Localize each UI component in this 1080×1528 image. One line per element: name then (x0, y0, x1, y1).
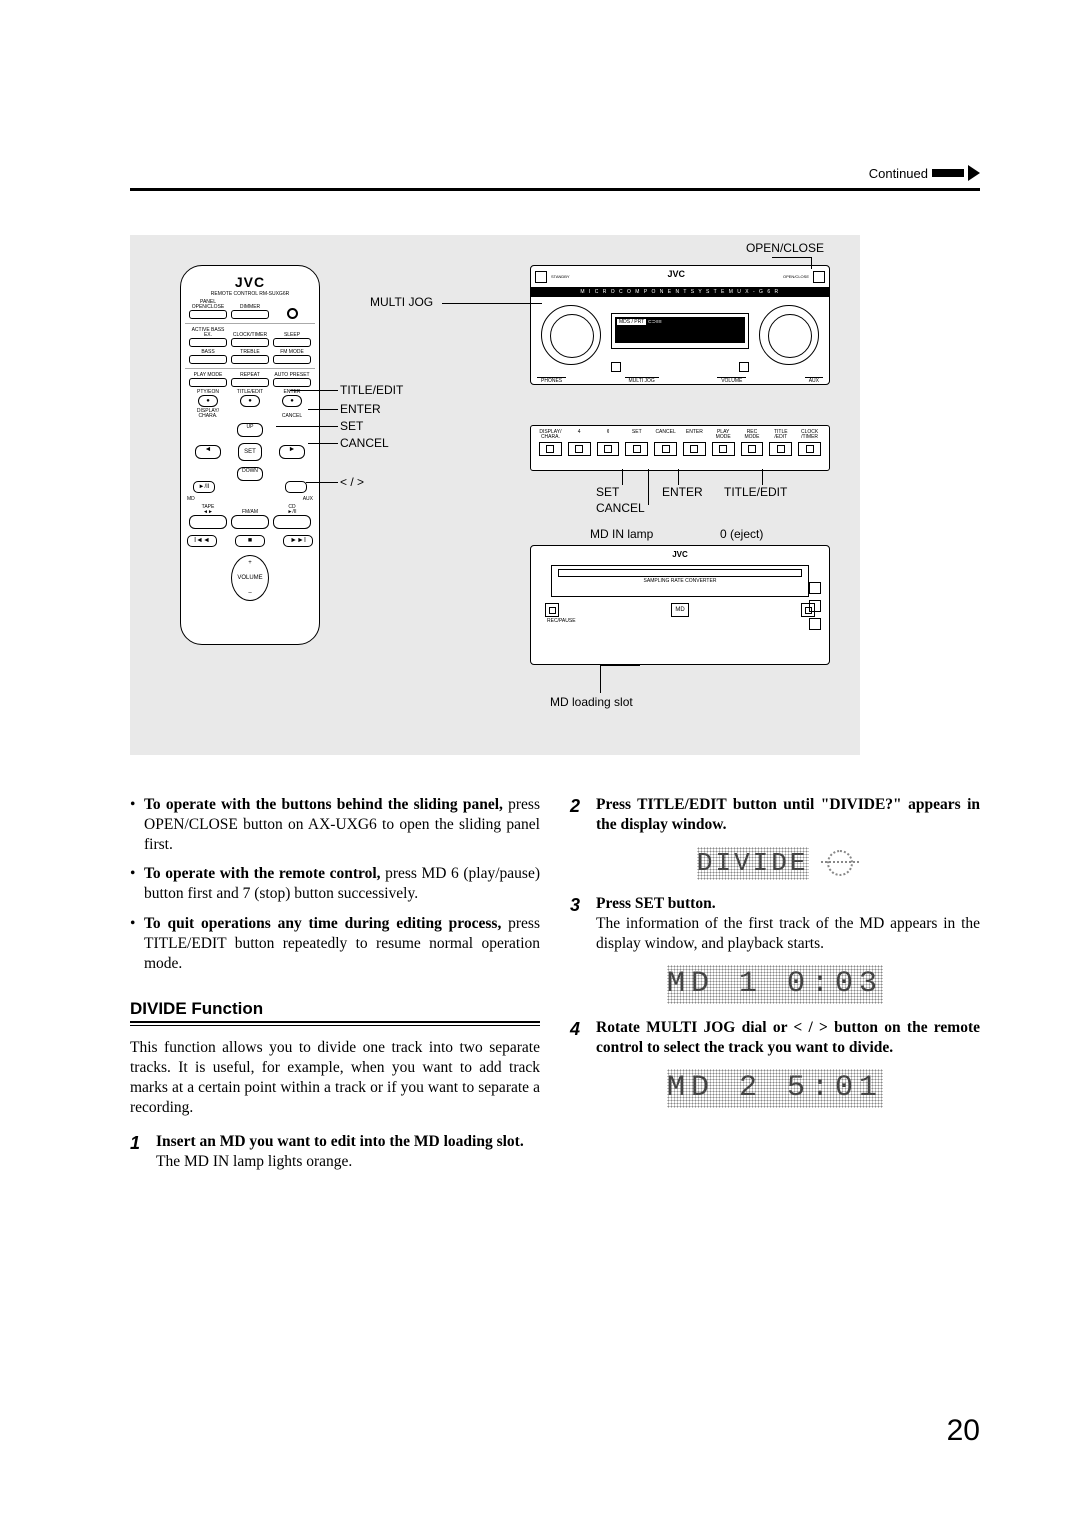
md-logo: MD (671, 603, 689, 617)
callout-deck-enter: ENTER (662, 485, 703, 499)
callout-set: SET (340, 419, 363, 433)
callout-enter: ENTER (340, 402, 381, 416)
callout-md-in-lamp: MD IN lamp (590, 527, 653, 541)
callout-deck-title-edit: TITLE/EDIT (724, 485, 787, 499)
display-window: MDS / PRT ⊂⊃≡≡ (611, 313, 749, 349)
multi-jog-dial (541, 305, 601, 365)
right-column: 2 Press TITLE/EDIT button until "DIVIDE?… (570, 795, 980, 1183)
volume-dial (759, 305, 819, 365)
md-loading-slot: SAMPLING RATE CONVERTER (551, 565, 809, 597)
disc-icon (827, 850, 853, 876)
remote-brand: JVC (187, 274, 313, 290)
remote-volume: + VOLUME – (231, 555, 269, 601)
continued-bar (932, 169, 964, 177)
continued-indicator: Continued (869, 165, 980, 181)
continued-arrow-icon (968, 165, 980, 181)
section-heading: DIVIDE Function (130, 998, 540, 1020)
section-rule (130, 1021, 540, 1026)
remote-navpad: UP ◄ SET ► DOWN ►/II (187, 423, 313, 493)
button-strip: DISPLAY/ CHARA. 4 ¢ SET CANCEL ENTER PLA… (530, 425, 830, 471)
step-number: 3 (570, 894, 586, 953)
lcd-divide: DIVIDE (570, 847, 980, 880)
main-unit-top: STANDBY JVC OPEN/CLOSE M I C R O C O M P… (530, 265, 830, 385)
remote-control: JVC REMOTE CONTROL RM-SUXG6R PANEL OPEN/… (180, 265, 320, 645)
step-number: 1 (130, 1132, 146, 1172)
product-diagram: JVC REMOTE CONTROL RM-SUXG6R PANEL OPEN/… (130, 235, 860, 755)
bullet-3: To quit operations any time during editi… (144, 914, 540, 973)
step-number: 4 (570, 1018, 586, 1058)
bullet-1: To operate with the buttons behind the s… (144, 795, 540, 854)
bullet-2: To operate with the remote control, pres… (144, 864, 540, 904)
callout-md-slot: MD loading slot (550, 695, 633, 709)
eject-button (809, 582, 821, 594)
section-description: This function allows you to divide one t… (130, 1038, 540, 1117)
md-deck: JVC SAMPLING RATE CONVERTER REC/PAUSE MD (530, 545, 830, 665)
remote-model: REMOTE CONTROL RM-SUXG6R (187, 291, 313, 297)
callout-eject: 0 (eject) (720, 527, 763, 541)
callout-deck-cancel: CANCEL (596, 501, 645, 515)
callout-open-close: OPEN/CLOSE (746, 241, 824, 255)
lcd-md2: MD 2 5:01 (570, 1069, 980, 1107)
callout-deck-set: SET (596, 485, 619, 499)
callout-nav: < / > (340, 475, 364, 489)
callout-title-edit: TITLE/EDIT (340, 383, 403, 397)
page-number: 20 (947, 1414, 980, 1448)
lcd-md1: MD 1 0:03 (570, 965, 980, 1003)
rec-pause-button (545, 603, 559, 617)
callout-cancel: CANCEL (340, 436, 389, 450)
header-rule (130, 188, 980, 191)
callout-multi-jog: MULTI JOG (370, 295, 433, 309)
continued-label: Continued (869, 166, 928, 181)
step-number: 2 (570, 795, 586, 835)
left-column: To operate with the buttons behind the s… (130, 795, 540, 1183)
body-columns: To operate with the buttons behind the s… (130, 795, 980, 1183)
